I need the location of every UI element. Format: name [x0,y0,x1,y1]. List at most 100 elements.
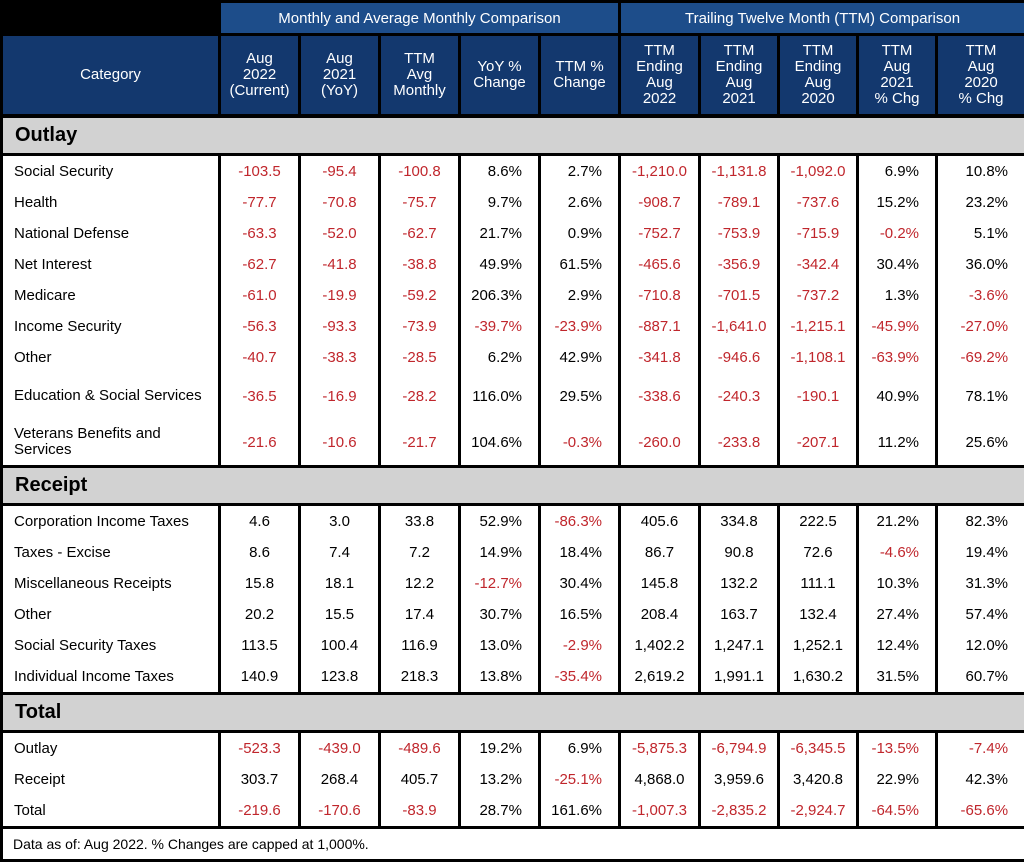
row-category: Medicare [2,280,220,311]
table-cell: 3.0 [300,505,380,538]
group-header-monthly: Monthly and Average Monthly Comparison [220,2,620,35]
table-cell: -75.7 [380,187,460,218]
table-cell: 31.5% [858,661,937,694]
column-header-category: Category [2,35,220,117]
column-header-line: TTM [966,42,997,59]
row-category: Other [2,599,220,630]
table-cell: 303.7 [220,764,300,795]
table-cell: 19.2% [460,732,540,765]
table-cell: 29.5% [540,373,620,419]
table-cell: -1,210.0 [620,155,700,188]
table-cell: 9.7% [460,187,540,218]
column-header-line: (Current) [229,82,289,99]
footnote-row: Data as of: Aug 2022. % Changes are capp… [2,828,1024,861]
table-cell: -63.3 [220,218,300,249]
table-cell: 31.3% [937,568,1024,599]
table-cell: 25.6% [937,419,1024,467]
table-cell: -523.3 [220,732,300,765]
table-cell: 82.3% [937,505,1024,538]
table-cell: 111.1 [779,568,858,599]
table-cell: -19.9 [300,280,380,311]
table-cell: 3,959.6 [700,764,779,795]
table-cell: 17.4 [380,599,460,630]
table-cell: -40.7 [220,342,300,373]
table-cell: 1,252.1 [779,630,858,661]
column-header-line: % Chg [874,90,919,107]
table-cell: 2.9% [540,280,620,311]
table-cell: 14.9% [460,537,540,568]
table-cell: -62.7 [380,218,460,249]
table-cell: 15.5 [300,599,380,630]
section-row: Receipt [2,467,1024,505]
table-cell: -4.6% [858,537,937,568]
column-header-line: Aug [246,50,273,67]
table-cell: 13.0% [460,630,540,661]
table-cell: 7.2 [380,537,460,568]
table-cell: 0.9% [540,218,620,249]
table-cell: 218.3 [380,661,460,694]
table-cell: -56.3 [220,311,300,342]
row-category: Health [2,187,220,218]
table-cell: 8.6% [460,155,540,188]
table-cell: -3.6% [937,280,1024,311]
row-category: Education & Social Services [2,373,220,419]
table-cell: -260.0 [620,419,700,467]
table-cell: -1,108.1 [779,342,858,373]
row-category: Social Security [2,155,220,188]
table-cell: 116.9 [380,630,460,661]
column-header-line: 2021 [323,66,356,83]
group-header-ttm: Trailing Twelve Month (TTM) Comparison [620,2,1024,35]
section-label: Outlay [2,116,1024,155]
table-cell: -1,215.1 [779,311,858,342]
table-cell: -28.2 [380,373,460,419]
column-header-line: Aug [805,74,832,91]
column-header-line: Aug [726,74,753,91]
table-cell: -789.1 [700,187,779,218]
table-cell: 6.2% [460,342,540,373]
table-cell: 334.8 [700,505,779,538]
table-cell: 11.2% [858,419,937,467]
table-cell: -39.7% [460,311,540,342]
table-cell: 405.6 [620,505,700,538]
table-cell: 116.0% [460,373,540,419]
table-cell: -0.3% [540,419,620,467]
table-cell: -70.8 [300,187,380,218]
table-cell: -752.7 [620,218,700,249]
section-label: Receipt [2,467,1024,505]
column-header-line: Aug [884,58,911,75]
table-cell: 132.4 [779,599,858,630]
row-category: Corporation Income Taxes [2,505,220,538]
row-category: Receipt [2,764,220,795]
column-header-line: 2020 [801,90,834,107]
table-cell: 30.7% [460,599,540,630]
row-category: Individual Income Taxes [2,661,220,694]
blank-corner [2,2,220,35]
table-cell: -341.8 [620,342,700,373]
column-header-line: Aug [326,50,353,67]
table-cell: -77.7 [220,187,300,218]
table-cell: -73.9 [380,311,460,342]
table-cell: 4,868.0 [620,764,700,795]
table-row: Education & Social Services-36.5-16.9-28… [2,373,1024,419]
table-cell: -233.8 [700,419,779,467]
table-cell: -190.1 [779,373,858,419]
row-category: National Defense [2,218,220,249]
table-cell: 4.6 [220,505,300,538]
column-header-line: 2022 [243,66,276,83]
table-cell: -710.8 [620,280,700,311]
table-cell: -753.9 [700,218,779,249]
table-cell: -0.2% [858,218,937,249]
table-cell: -23.9% [540,311,620,342]
